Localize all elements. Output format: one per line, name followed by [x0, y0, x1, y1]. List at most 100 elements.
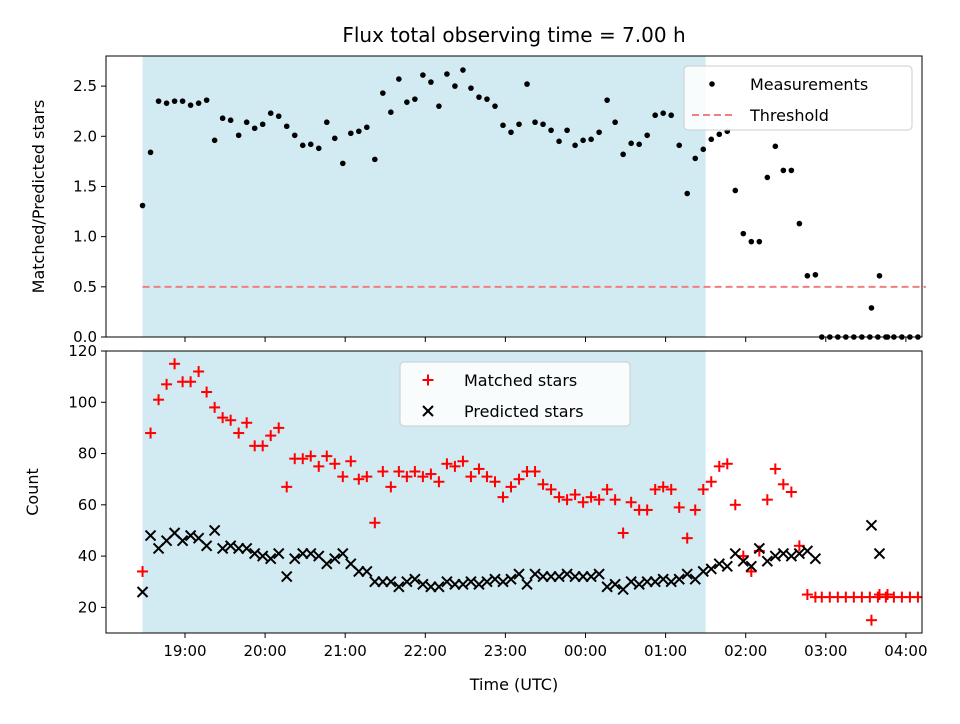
matched-star-point [928, 592, 939, 603]
matched-star-point [313, 460, 325, 472]
predicted-star-point [745, 560, 758, 573]
matched-star-point [393, 465, 405, 477]
measurement-point [396, 76, 402, 82]
predicted-star-point [281, 570, 293, 583]
measurement-point [548, 127, 554, 134]
measurement-point [572, 142, 578, 149]
predicted-star-point [713, 558, 725, 570]
y-tick-label: 0.5 [73, 278, 97, 296]
predicted-star-point [289, 552, 301, 565]
measurement-point [348, 130, 354, 137]
x-b [305, 547, 317, 560]
predicted-star-point [256, 550, 269, 562]
measurement-point [291, 132, 298, 139]
matched-star-point [449, 460, 461, 472]
measurement-point [372, 156, 378, 163]
matched-star-point [441, 458, 453, 470]
measurement-point [243, 119, 250, 126]
axes-frame [105, 350, 923, 634]
predicted-star-point [401, 576, 413, 588]
x-b [553, 570, 565, 583]
predicted-star-point [681, 568, 693, 580]
x-b [505, 573, 517, 585]
predicted-star-point [673, 573, 685, 585]
predicted-star-point [657, 573, 669, 585]
matched-star-point [417, 471, 429, 483]
predicted-star-point [785, 550, 798, 562]
matched-star-point [305, 450, 317, 462]
predicted-star-point [216, 542, 229, 555]
predicted-star-point [705, 563, 717, 575]
legend-label: Threshold [749, 106, 829, 125]
predicted-star-point [361, 565, 373, 578]
x-b [513, 568, 525, 580]
x-b [409, 573, 421, 585]
measurement-point [364, 124, 370, 131]
x-b [561, 568, 573, 580]
matched-star-point [649, 483, 661, 495]
matched-star-point [201, 386, 213, 398]
legend-label: Measurements [750, 75, 868, 94]
y-tick-label: 80 [78, 445, 97, 463]
measurement-point [356, 128, 362, 135]
x-b [865, 519, 878, 532]
predicted-star-point [273, 547, 285, 560]
x-tick-label: 22:00 [404, 642, 447, 660]
predicted-star-point [409, 573, 421, 585]
matched-star-point [513, 473, 525, 485]
predicted-star-point [417, 578, 429, 590]
x-b [361, 565, 373, 578]
x-tick-label: 20:00 [243, 642, 286, 660]
predicted-star-point [777, 547, 790, 560]
matched-star-point [721, 458, 733, 470]
x-b [793, 547, 806, 560]
predicted-star-point [601, 581, 613, 593]
predicted-star-point [264, 552, 277, 565]
measurement-point [947, 334, 953, 340]
y-tick-label: 20 [78, 598, 97, 616]
measurement-point [299, 142, 306, 149]
measurement-point [227, 117, 234, 124]
legend-box [683, 65, 913, 131]
matched-star-point [881, 589, 893, 601]
x-b [289, 552, 301, 565]
measurement-point [428, 79, 434, 85]
measurement-point [524, 81, 530, 87]
y-tick-label: 2.0 [73, 127, 97, 145]
x-b [873, 547, 886, 560]
predicted-star-point [497, 576, 509, 588]
measurement-point [179, 98, 186, 104]
matched-star-point [585, 491, 597, 503]
measurement-point [532, 119, 538, 126]
predicted-star-point [793, 547, 806, 560]
y-axis-title: Matched/Predicted stars [29, 100, 48, 294]
predicted-star-point [737, 555, 750, 567]
x-b [240, 542, 253, 555]
measurement-point [748, 238, 755, 245]
legend: Matched stars Predicted stars [399, 361, 631, 427]
measurement-point [716, 131, 723, 138]
matched-star-point [625, 496, 637, 508]
x-b [609, 578, 621, 590]
predicted-star-point [337, 547, 349, 560]
measurement-point [612, 119, 618, 126]
x-b [264, 552, 277, 565]
measurement-point [620, 151, 626, 158]
predicted-star-point [184, 529, 197, 542]
x-b [497, 576, 509, 588]
x-b [657, 573, 669, 585]
matched-star-point [433, 476, 445, 488]
measurement-point [171, 98, 178, 104]
predicted-star-point [873, 547, 886, 560]
x-b [681, 568, 693, 580]
x-tick-label: 04:00 [884, 642, 927, 660]
predicted-star-point [240, 542, 253, 555]
predicted-star-point [561, 568, 573, 580]
y-tick-label: 1.0 [73, 228, 97, 246]
y-tick-label: 60 [78, 496, 97, 514]
matched-star-point [737, 550, 749, 562]
measurement-point [668, 112, 675, 119]
y-tick-label: 40 [78, 547, 97, 565]
predicted-star-point [761, 555, 774, 567]
